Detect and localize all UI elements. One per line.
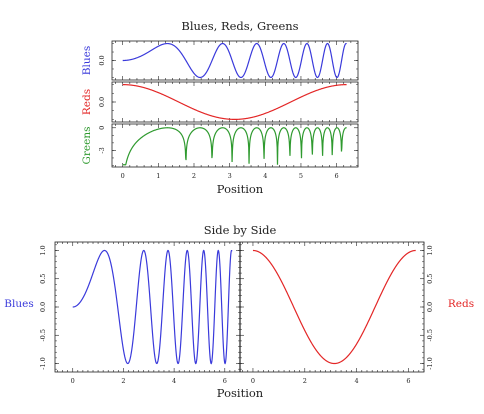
- x-tick-label: 6: [335, 172, 339, 180]
- left-y-tick-label: 1.0: [39, 245, 47, 255]
- left-x-tick-label: 2: [121, 377, 125, 385]
- x-tick-label: 5: [299, 172, 303, 180]
- series-line-reds: [252, 249, 416, 365]
- y-tick-label: 0: [98, 126, 106, 130]
- plot-frame: [111, 123, 359, 168]
- top-chart-title: Blues, Reds, Greens: [181, 19, 298, 33]
- y-axis-label-greens: Greens: [81, 127, 93, 165]
- left-x-tick-label: 4: [172, 377, 176, 385]
- series-line-blues: [122, 42, 347, 79]
- right-y-tick-label: 0.5: [426, 274, 434, 284]
- panel-side-blues: 1.0 0.5 0.0 -0.5 -1.0 0 2 4 6 Blues: [4, 241, 425, 385]
- right-x-tick-label: 6: [406, 377, 410, 385]
- right-x-tick-label: 4: [355, 377, 359, 385]
- y-tick-label: 0.0: [98, 55, 106, 65]
- series-line-blues: [72, 249, 233, 365]
- panel-side-reds: 1.0 0.5 0.0 -0.5 -1.0 0 2 4 6 Reds: [240, 242, 474, 385]
- top-figure: Blues, Reds, Greens 0.0 Blues 0.0 Reds 0 -3…: [81, 19, 359, 196]
- left-y-tick-label: -1.0: [39, 357, 47, 370]
- y-axis-label-blues: Blues: [81, 46, 93, 75]
- right-x-tick-label: 0: [251, 377, 255, 385]
- x-tick-label: 1: [156, 172, 160, 180]
- bottom-chart-title: Side by Side: [204, 223, 277, 237]
- left-y-tick-label: -0.5: [39, 329, 47, 342]
- bottom-figure: Side by Side 1.00.50.0-0.5-1.00 2 4 6Blues …: [4, 223, 474, 400]
- left-x-tick-label: 0: [71, 377, 75, 385]
- right-y-tick-label: -0.5: [426, 329, 434, 342]
- panel-greens: 0 -3 Greens 0 1 2 3 4 5 6: [81, 123, 359, 180]
- x-tick-label: 4: [263, 172, 267, 180]
- right-y-tick-label: -1.0: [426, 357, 434, 370]
- x-tick-label: 2: [192, 172, 196, 180]
- right-y-tick-label: 0.0: [426, 302, 434, 312]
- y-tick-label: 0.0: [98, 97, 106, 107]
- x-tick-label: 0: [121, 172, 125, 180]
- series-line-reds: [122, 84, 347, 120]
- panel-reds: 0.0 Reds: [81, 81, 359, 123]
- left-x-tick-label: 6: [223, 377, 227, 385]
- y-axis-label-reds: Reds: [81, 89, 93, 115]
- bottom-x-axis-label: Position: [217, 386, 264, 400]
- plot-frame: [111, 81, 359, 123]
- series-line-greens: [122, 127, 347, 166]
- left-y-tick-label: 0.0: [39, 302, 47, 312]
- panel-blues: 0.0 Blues: [81, 40, 359, 81]
- right-x-tick-label: 2: [303, 377, 307, 385]
- y-tick-label: -3: [98, 147, 106, 153]
- x-tick-label: 3: [228, 172, 232, 180]
- left-y-tick-label: 0.5: [39, 274, 47, 284]
- plot-frame: [111, 40, 359, 81]
- right-y-tick-label: 1.0: [426, 245, 434, 255]
- top-x-axis-label: Position: [217, 182, 264, 196]
- side-y-label-blues: Blues: [4, 298, 33, 310]
- side-y-label-reds: Reds: [448, 298, 474, 310]
